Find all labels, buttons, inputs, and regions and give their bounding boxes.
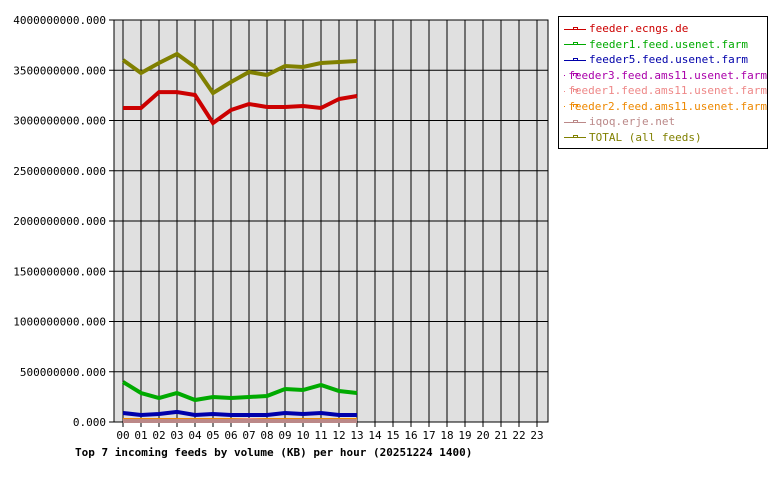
x-tick-label: 13 [350, 429, 363, 442]
series-line-2 [122, 409, 357, 418]
legend-line-icon [563, 100, 578, 112]
y-tick-label: 4000000000.000 [13, 14, 106, 27]
x-tick-label: 23 [530, 429, 543, 442]
legend-line-icon [563, 23, 587, 35]
x-tick-label: 06 [224, 429, 237, 442]
legend-line-icon [563, 54, 587, 66]
x-tick-label: 17 [422, 429, 435, 442]
legend-item: feeder1.feed.ams11.usenet.farm [563, 83, 767, 99]
legend-item: feeder.ecngs.de [563, 21, 767, 37]
x-tick-label: 14 [368, 429, 382, 442]
legend-label: feeder2.feed.ams11.usenet.farm [568, 99, 767, 113]
y-tick-label: 1500000000.000 [13, 265, 106, 278]
x-tick-label: 15 [386, 429, 399, 442]
x-tick-label: 07 [242, 429, 255, 442]
x-tick-label: 03 [170, 429, 183, 442]
legend-label: feeder1.feed.ams11.usenet.farm [568, 84, 767, 97]
x-tick-label: 02 [152, 429, 165, 442]
x-tick-label: 12 [332, 429, 345, 442]
chart-title: Top 7 incoming feeds by volume (KB) per … [75, 446, 472, 459]
x-tick-label: 04 [188, 429, 202, 442]
legend-label: iqoq.erje.net [589, 115, 676, 128]
y-tick-label: 3000000000.000 [13, 115, 106, 128]
legend-line-icon [563, 69, 578, 81]
legend-line-icon [563, 85, 578, 97]
x-tick-label: 20 [476, 429, 489, 442]
x-tick-label: 09 [278, 429, 291, 442]
x-tick-label: 18 [440, 429, 453, 442]
legend-item: feeder1.feed.usenet.farm [563, 37, 767, 53]
series-line-1 [121, 380, 358, 403]
x-axis-labels: 00 01 02 03 04 05 06 07 08 09 10 11 12 13 14 15 16 17 18 19… [116, 429, 543, 442]
legend-label: TOTAL (all feeds) [589, 130, 702, 144]
grid-lines [109, 19, 548, 427]
y-axis-labels: 0.000 500000000.000 1000000000.000 15000000… [13, 14, 106, 429]
x-tick-label: 21 [494, 429, 507, 442]
legend-line-icon [563, 116, 587, 128]
x-tick-label: 16 [404, 429, 417, 442]
x-tick-label: 08 [260, 429, 273, 442]
legend-item: feeder2.feed.ams11.usenet.farm [563, 99, 767, 115]
legend-label: feeder.ecngs.de [589, 22, 689, 35]
y-tick-label: 3500000000.000 [13, 64, 106, 77]
legend-item: iqoq.erje.net [563, 114, 767, 130]
legend-line-icon [563, 131, 587, 143]
legend-line-icon [563, 38, 587, 50]
x-tick-label: 05 [206, 429, 219, 442]
legend-label: feeder5.feed.usenet.farm [589, 53, 748, 66]
x-tick-label: 10 [296, 429, 309, 442]
x-tick-label: 01 [134, 429, 147, 442]
legend-item: feeder3.feed.ams11.usenet.farm [563, 68, 767, 84]
y-tick-label: 2500000000.000 [13, 165, 106, 178]
y-tick-label: 2000000000.000 [13, 215, 106, 228]
x-tick-label: 22 [512, 429, 525, 442]
legend-item: feeder5.feed.usenet.farm [563, 52, 767, 68]
legend-label: feeder3.feed.ams11.usenet.farm [568, 68, 767, 82]
x-tick-label: 00 [116, 429, 129, 442]
legend: feeder.ecngs.de feeder1.feed.usenet.farm f… [558, 16, 768, 149]
legend-item: TOTAL (all feeds) [563, 130, 767, 146]
x-tick-label: 19 [458, 429, 471, 442]
series-lines [121, 51, 358, 424]
y-tick-label: 1000000000.000 [13, 316, 106, 329]
series-line-0 [123, 90, 358, 126]
y-tick-label: 500000000.000 [20, 366, 106, 379]
legend-label: feeder1.feed.usenet.farm [589, 37, 748, 51]
x-tick-label: 11 [314, 429, 327, 442]
y-tick-label: 0.000 [73, 416, 106, 429]
series-line-7 [121, 51, 358, 96]
